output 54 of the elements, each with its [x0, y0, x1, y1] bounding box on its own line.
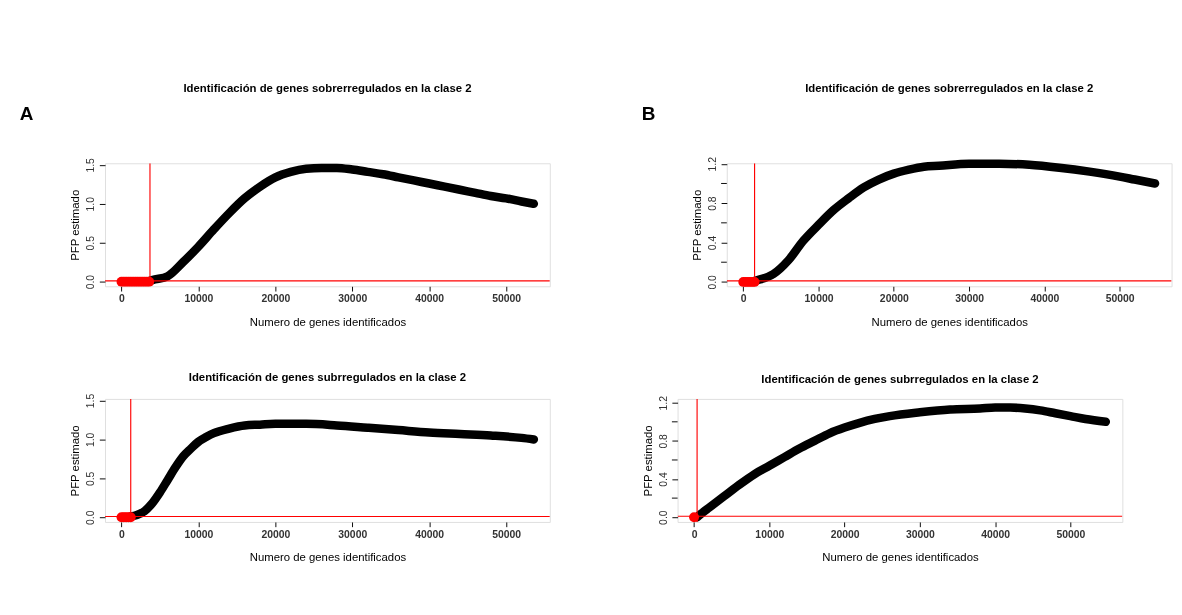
x-tick-label: 0: [740, 292, 747, 304]
x-tick-label: 50000: [492, 292, 522, 304]
x-tick-label: 10000: [755, 528, 785, 540]
y-tick-label: 0.0: [657, 510, 669, 525]
x-tick-label: 30000: [338, 528, 368, 540]
chart-title: Identificación de genes subrregulados en la clase 2: [188, 370, 467, 383]
x-axis-title: Numero de genes identificados: [871, 315, 1029, 328]
x-tick-label: 20000: [261, 528, 291, 540]
x-tick-label: 0: [119, 292, 126, 304]
x-tick-label: 50000: [492, 528, 522, 540]
x-axis-title: Numero de genes identificados: [249, 315, 407, 328]
x-tick-label: 30000: [955, 292, 985, 304]
y-tick-label: 1.2: [706, 156, 718, 172]
chart-title: Identificación de genes sobrerregulados en la clase 2: [183, 82, 472, 95]
y-tick-label: 1.5: [85, 393, 97, 409]
y-tick-label: 0.0: [85, 274, 97, 290]
x-tick-label: 30000: [338, 292, 368, 304]
x-tick-label: 20000: [830, 528, 860, 540]
x-tick-label: 10000: [184, 528, 214, 540]
chart-title: Identificación de genes subrregulados en la clase 2: [761, 373, 1039, 386]
y-tick-label: 0.0: [706, 274, 718, 290]
x-tick-label: 10000: [184, 292, 214, 304]
y-axis-title: PFP estimado: [641, 425, 654, 497]
x-tick-label: 40000: [415, 292, 445, 304]
x-axis-title: Numero de genes identificados: [249, 551, 407, 564]
x-tick-label: 50000: [1056, 528, 1086, 540]
y-tick-label: 1.0: [85, 196, 97, 212]
y-tick-label: 0.5: [85, 471, 97, 487]
y-axis-title: PFP estimado: [690, 189, 703, 261]
x-tick-label: 20000: [261, 292, 291, 304]
text: A: [19, 102, 34, 124]
x-tick-label: 10000: [804, 292, 834, 304]
y-tick-label: 0.8: [706, 196, 718, 211]
y-tick-label: 0.4: [657, 472, 669, 487]
x-tick-label: 40000: [1030, 292, 1060, 304]
y-tick-label: 1.5: [85, 157, 97, 173]
x-axis-title: Numero de genes identificados: [822, 551, 979, 564]
y-tick-label: 0.0: [85, 510, 97, 525]
y-axis-title: PFP estimado: [69, 189, 82, 261]
y-tick-label: 0.4: [706, 235, 718, 251]
x-tick-label: 40000: [981, 528, 1011, 540]
chart-title: Identificación de genes sobrerregulados en la clase 2: [805, 82, 1094, 95]
x-tick-label: 20000: [879, 292, 909, 304]
x-tick-label: 0: [691, 528, 698, 540]
y-axis-title: PFP estimado: [69, 425, 82, 497]
x-tick-label: 50000: [1105, 292, 1135, 304]
x-tick-label: 30000: [905, 528, 936, 540]
y-tick-label: 1.2: [657, 395, 669, 411]
text: B: [641, 102, 656, 124]
y-tick-label: 0.5: [85, 235, 97, 251]
x-tick-label: 40000: [415, 528, 445, 540]
y-tick-label: 1.0: [85, 432, 97, 448]
y-tick-label: 0.8: [657, 433, 669, 449]
x-tick-label: 0: [119, 528, 126, 540]
